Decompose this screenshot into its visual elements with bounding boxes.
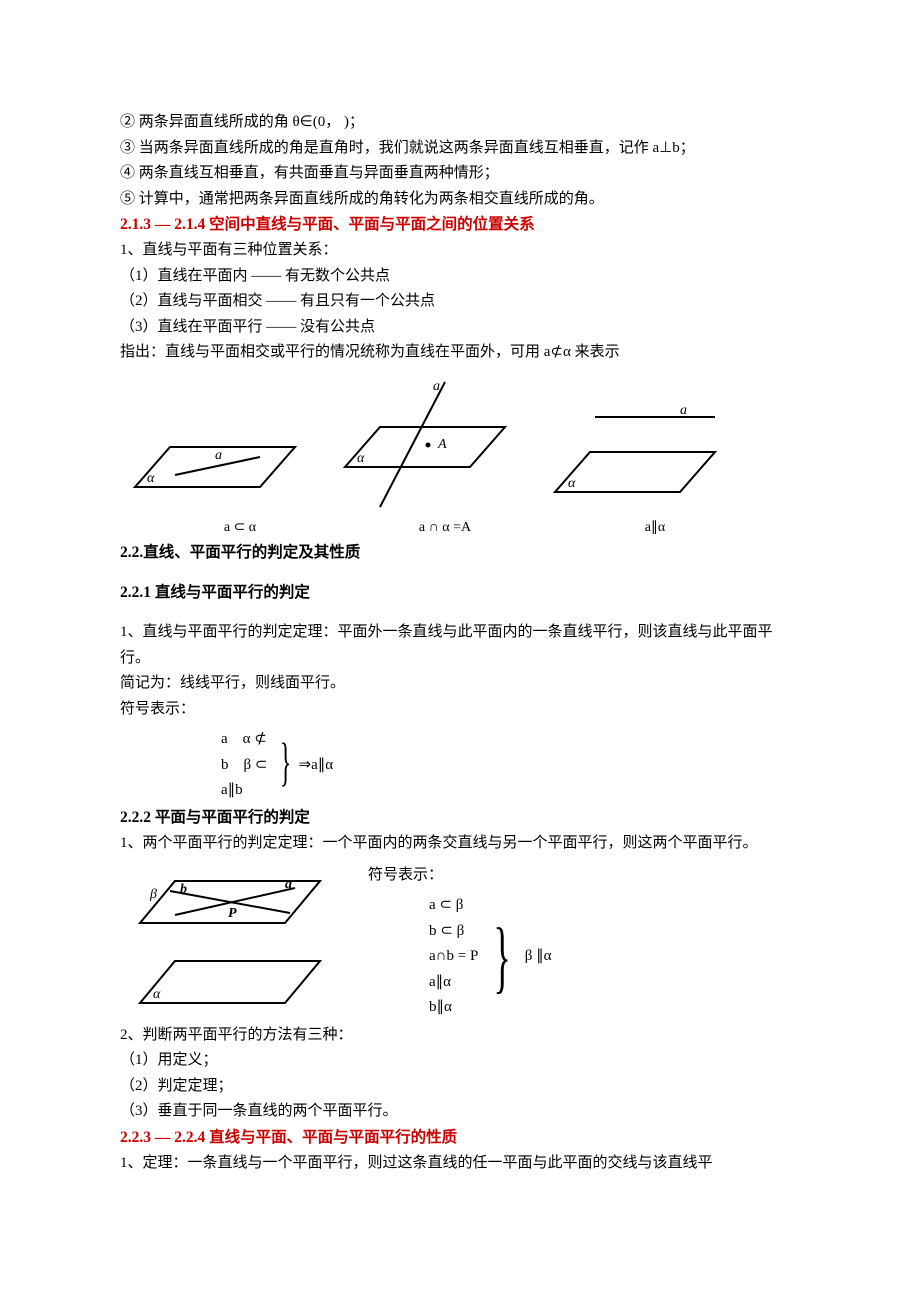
caption-2: a ∩ α =A [340, 516, 550, 540]
label-alpha: α [357, 451, 365, 466]
formula-221-row1: a α ⊄ [221, 727, 267, 753]
pos-rel-note: 指出：直线与平面相交或平行的情况统称为直线在平面外，可用 a⊄α 来表示 [120, 340, 800, 366]
formula-222-r5: b∥α [429, 995, 478, 1021]
pos-rel-1: （1）直线在平面内 —— 有无数个公共点 [120, 264, 800, 290]
formula-221: a α ⊄ b β ⊂ a∥b } ⇒a∥α [220, 726, 800, 805]
s222-m3: （3）垂直于同一条直线的两个平面平行。 [120, 1099, 800, 1125]
s222-p2: 2、判断两平面平行的方法有三种： [120, 1023, 800, 1049]
heading-223-224: 2.2.3 — 2.2.4 直线与平面、平面与平面平行的性质 [120, 1125, 800, 1151]
label-alpha: α [153, 987, 161, 1002]
s221-p3: 符号表示： [120, 697, 800, 723]
formula-222-r3: a∩b = P [429, 944, 478, 970]
label-alpha: α [568, 476, 576, 491]
s221-p1: 1、直线与平面平行的判定定理：平面外一条直线与此平面内的一条直线平行，则该直线与… [120, 620, 800, 671]
diagram-two-planes: β b a P α [120, 863, 340, 1023]
formula-222-r2: b ⊂ β [429, 919, 478, 945]
two-planes-row: β b a P α 符号表示： a ⊂ β b ⊂ β a∩b = P a∥α [120, 863, 800, 1023]
s222-m1: （1）用定义； [120, 1048, 800, 1074]
s222-m2: （2）判定定理； [120, 1074, 800, 1100]
brace-icon: } [280, 742, 292, 784]
implies-icon: ⇒ [299, 757, 312, 773]
diagram-line-parallel-plane: a α [540, 402, 740, 512]
label-alpha: α [147, 471, 155, 486]
pos-rel-3: （3）直线在平面平行 —— 没有公共点 [120, 315, 800, 341]
formula-222-r4: a∥α [429, 970, 478, 996]
caption-1: a ⊂ α [120, 516, 340, 540]
label-a: a [680, 403, 687, 418]
formula-222-result: β ∥α [525, 948, 552, 964]
formula-222-r1: a ⊂ β [429, 893, 478, 919]
heading-213-214: 2.1.3 — 2.1.4 空间中直线与平面、平面与平面之间的位置关系 [120, 212, 800, 238]
caption-3: a∥α [550, 516, 760, 540]
heading-222: 2.2.2 平面与平面平行的判定 [120, 805, 800, 831]
label-P: P [228, 906, 237, 921]
formula-221-result: a∥α [311, 757, 333, 773]
s222-p1: 1、两个平面平行的判定定理：一个平面内的两条交直线与另一个平面平行，则这两个平面… [120, 831, 800, 857]
s221-p2: 简记为：线线平行，则线面平行。 [120, 671, 800, 697]
heading-22: 2.2.直线、平面平行的判定及其性质 [120, 540, 800, 566]
label-beta: β [149, 887, 157, 902]
pos-rel-intro: 1、直线与平面有三种位置关系： [120, 238, 800, 264]
s223-p1: 1、定理：一条直线与一个平面平行，则过这条直线的任一平面与此平面的交线与该直线平 [120, 1151, 800, 1177]
formula-222-label: 符号表示： [368, 863, 552, 889]
bullet-4: ④ 两条直线互相垂直，有共面垂直与异面垂直两种情形； [120, 161, 800, 187]
bullet-5: ⑤ 计算中，通常把两条异面直线所成的角转化为两条相交直线所成的角。 [120, 187, 800, 213]
heading-221: 2.2.1 直线与平面平行的判定 [120, 580, 800, 606]
label-a: a [433, 379, 440, 394]
bullet-3: ③ 当两条异面直线所成的角是直角时，我们就说这两条异面直线互相垂直，记作 a⊥b… [120, 136, 800, 162]
label-A: A [437, 437, 447, 452]
formula-221-row2: b β ⊂ [221, 753, 267, 779]
diagrams-line-plane: a α A a α a α [120, 372, 800, 512]
pos-rel-2: （2）直线与平面相交 —— 有且只有一个公共点 [120, 289, 800, 315]
label-b: b [180, 882, 187, 897]
diagram-line-intersects-plane: A a α [320, 372, 530, 512]
label-a: a [285, 877, 292, 892]
label-a: a [215, 448, 222, 463]
diagram-captions: a ⊂ α a ∩ α =A a∥α [120, 516, 800, 540]
formula-221-row3: a∥b [221, 778, 267, 804]
diagram-line-in-plane: a α [120, 402, 310, 512]
brace-icon: } [494, 925, 511, 989]
bullet-2: ② 两条异面直线所成的角 θ∈(0， )； [120, 110, 800, 136]
